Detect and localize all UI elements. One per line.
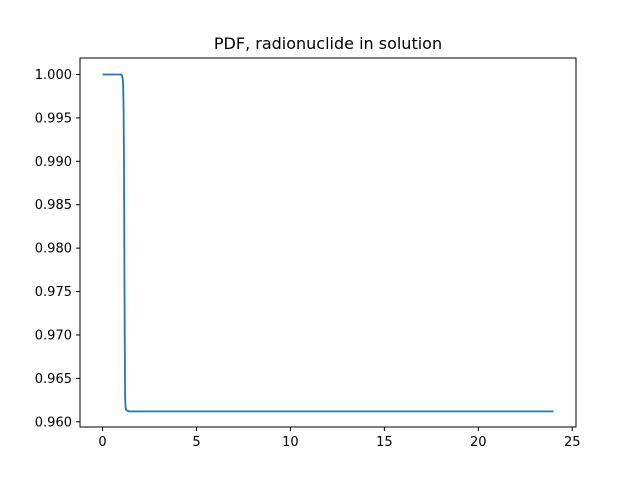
- y-tick-label: 0.990: [35, 155, 72, 170]
- y-tick-label: 0.970: [35, 328, 72, 343]
- y-tick-label: 0.960: [35, 415, 72, 430]
- y-tick-label: 0.965: [35, 372, 72, 387]
- y-tick-label: 0.995: [35, 111, 72, 126]
- x-tick-label: 20: [470, 435, 487, 450]
- series-layer: [102, 73, 554, 413]
- x-tick-label: 15: [376, 435, 393, 450]
- x-tick-label: 0: [98, 435, 106, 450]
- chart-title: PDF, radionuclide in solution: [214, 34, 442, 53]
- y-tick-label: 1.000: [35, 68, 72, 83]
- y-axis: 0.960 0.965 0.970 0.975 0.980 0.985 0.990 0.995…: [35, 68, 80, 430]
- x-tick-label: 10: [282, 435, 299, 450]
- y-tick-label: 0.980: [35, 242, 72, 257]
- series-line: [102, 73, 554, 413]
- x-axis: 0 5 10 15 20 25: [98, 427, 581, 450]
- plot-area: [79, 57, 577, 428]
- y-tick-label: 0.985: [35, 198, 72, 213]
- x-tick-label: 5: [192, 435, 200, 450]
- x-tick-label: 25: [564, 435, 581, 450]
- y-tick-label: 0.975: [35, 285, 72, 300]
